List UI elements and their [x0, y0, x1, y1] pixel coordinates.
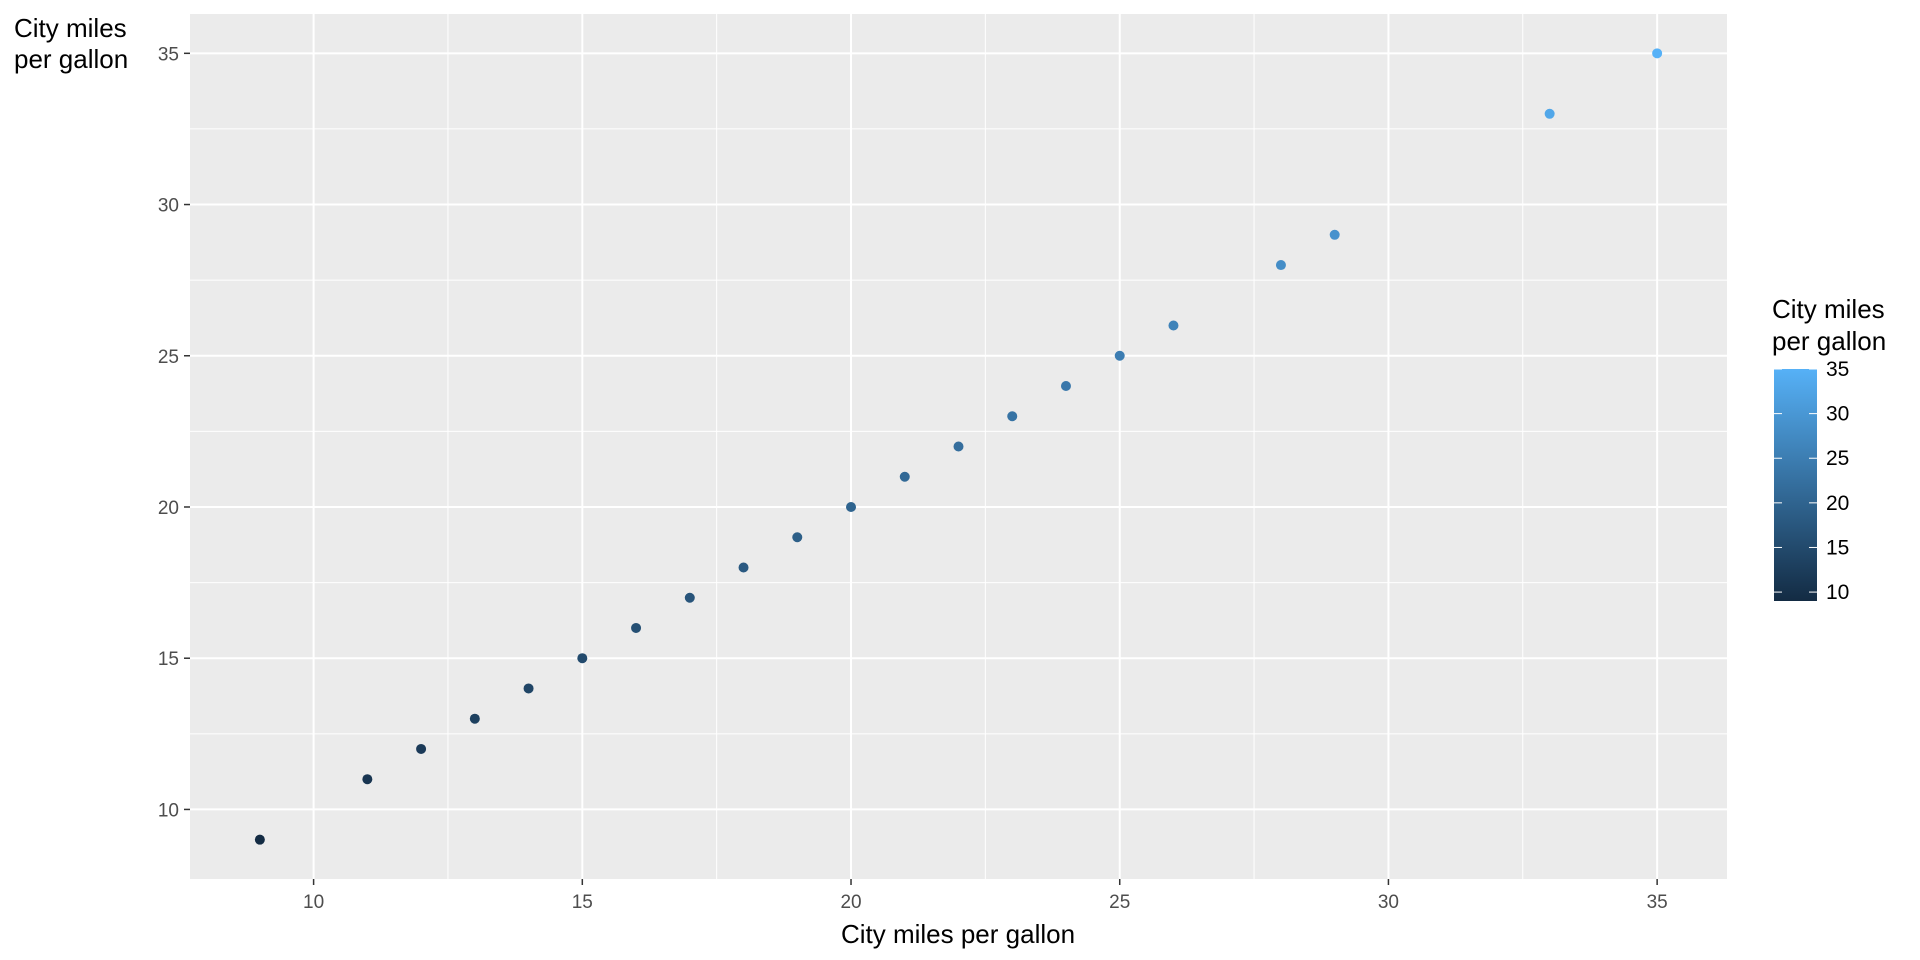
- legend-title-line-1: City miles: [1772, 294, 1885, 324]
- data-point: [792, 532, 803, 543]
- x-tick-label: 35: [1647, 892, 1668, 913]
- data-point: [1329, 229, 1340, 240]
- x-tick-label: 30: [1378, 892, 1399, 913]
- y-axis-ticks: 10 15 20 25 30 35: [158, 44, 190, 821]
- data-point: [1168, 320, 1179, 331]
- minor-gridlines: [190, 14, 1727, 879]
- data-point: [846, 501, 857, 512]
- colorbar-tick-label: 20: [1826, 492, 1849, 515]
- colorbar-tick-label: 35: [1826, 358, 1849, 381]
- data-point: [416, 743, 427, 754]
- data-point: [899, 471, 910, 482]
- y-tick-label: 15: [158, 649, 179, 670]
- data-point: [577, 653, 588, 664]
- x-tick-label: 20: [840, 892, 861, 913]
- x-tick-label: 10: [303, 892, 324, 913]
- data-points: [254, 48, 1663, 845]
- x-tick-label: 15: [572, 892, 593, 913]
- data-point: [1060, 381, 1071, 392]
- legend-title: City miles per gallon: [1772, 294, 1892, 356]
- data-point: [523, 683, 534, 694]
- x-axis-ticks: 10 15 20 25 30 35: [303, 879, 1668, 913]
- data-point: [1652, 48, 1663, 59]
- y-tick-label: 30: [158, 196, 179, 217]
- data-point: [469, 713, 480, 724]
- data-point: [953, 441, 964, 452]
- colorbar-ticks: 10 15 20 25 30 35: [1774, 358, 1849, 604]
- data-point: [1275, 260, 1286, 271]
- y-tick-label: 35: [158, 44, 179, 65]
- y-axis-title-line-1: City miles: [14, 13, 127, 43]
- y-tick-label: 10: [158, 800, 179, 821]
- y-axis-title-line-2: per gallon: [14, 44, 128, 74]
- y-axis-title: City miles per gallon: [14, 13, 134, 74]
- colorbar-tick-label: 15: [1826, 536, 1849, 559]
- data-point: [254, 834, 265, 845]
- data-point: [631, 622, 642, 633]
- x-tick-label: 25: [1109, 892, 1130, 913]
- data-point: [1114, 350, 1125, 361]
- legend-title-line-2: per gallon: [1772, 326, 1886, 356]
- y-tick-label: 25: [158, 347, 179, 368]
- colorbar-tick-label: 30: [1826, 403, 1849, 426]
- x-axis-title: City miles per gallon: [841, 919, 1075, 949]
- colorbar-tick-label: 10: [1826, 581, 1849, 604]
- data-point: [1544, 108, 1555, 119]
- colorbar: [1774, 369, 1817, 601]
- data-point: [738, 562, 749, 573]
- y-tick-label: 20: [158, 498, 179, 519]
- colorbar-tick-label: 25: [1826, 447, 1849, 470]
- major-gridlines: [190, 14, 1727, 879]
- color-legend: City miles per gallon 10 15 20 25 30 35: [1772, 294, 1892, 604]
- data-point: [362, 774, 373, 785]
- data-point: [1007, 411, 1018, 422]
- data-point: [684, 592, 695, 603]
